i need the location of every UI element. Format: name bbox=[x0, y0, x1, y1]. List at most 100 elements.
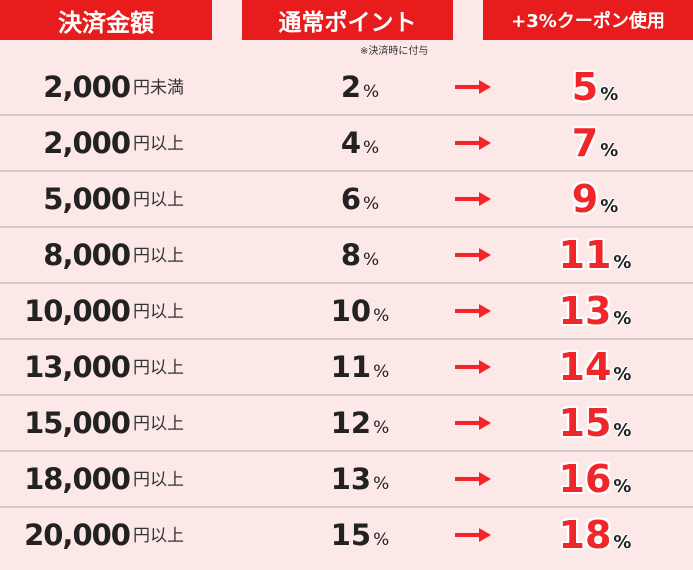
normal-points-cell: 8% bbox=[300, 228, 420, 282]
normal-points-cell: 6% bbox=[300, 172, 420, 226]
amount-cell: 15,000 円以上 bbox=[0, 396, 200, 450]
coupon-points-value: 15 bbox=[558, 401, 612, 445]
normal-points-cell: 12% bbox=[300, 396, 420, 450]
table-row: 18,000 円以上 13% 16% bbox=[0, 452, 693, 508]
coupon-points-cell: 7% bbox=[520, 116, 670, 170]
table-row: 2,000 円未満 2% 5% bbox=[0, 60, 693, 116]
normal-points-cell: 13% bbox=[300, 452, 420, 506]
percent-sign: % bbox=[373, 474, 390, 494]
normal-points-value: 11 bbox=[330, 350, 372, 384]
coupon-points-cell: 13% bbox=[520, 284, 670, 338]
amount-unit: 円未満 bbox=[133, 78, 184, 98]
arrow-right-icon bbox=[455, 136, 491, 150]
amount-unit: 円以上 bbox=[133, 358, 184, 378]
amount-value: 10,000 bbox=[24, 294, 131, 328]
percent-sign: % bbox=[363, 194, 380, 214]
amount-value: 13,000 bbox=[24, 350, 131, 384]
normal-points-value: 12 bbox=[330, 406, 372, 440]
normal-points-cell: 2% bbox=[300, 60, 420, 114]
amount-value: 2,000 bbox=[43, 126, 131, 160]
normal-points-value: 6 bbox=[340, 182, 362, 216]
amount-unit: 円以上 bbox=[133, 134, 184, 154]
points-table: 2,000 円未満 2% 5% 2,000 円以上 4% 7% 5,000 bbox=[0, 60, 693, 562]
table-row: 2,000 円以上 4% 7% bbox=[0, 116, 693, 172]
coupon-points-cell: 9% bbox=[520, 172, 670, 226]
arrow-right-icon bbox=[455, 192, 491, 206]
percent-sign: % bbox=[600, 196, 619, 217]
percent-sign: % bbox=[373, 362, 390, 382]
amount-value: 20,000 bbox=[24, 518, 131, 552]
arrow-right-icon bbox=[455, 416, 491, 430]
coupon-points-value: 18 bbox=[558, 513, 612, 557]
amount-cell: 2,000 円未満 bbox=[0, 60, 200, 114]
table-row: 10,000 円以上 10% 13% bbox=[0, 284, 693, 340]
table-row: 13,000 円以上 11% 14% bbox=[0, 340, 693, 396]
table-row: 20,000 円以上 15% 18% bbox=[0, 508, 693, 562]
header-amount: 決済金額 bbox=[0, 0, 212, 40]
normal-points-cell: 10% bbox=[300, 284, 420, 338]
amount-value: 18,000 bbox=[24, 462, 131, 496]
amount-value: 15,000 bbox=[24, 406, 131, 440]
coupon-points-value: 9 bbox=[571, 177, 599, 221]
amount-value: 8,000 bbox=[43, 238, 131, 272]
amount-unit: 円以上 bbox=[133, 526, 184, 546]
normal-points-cell: 11% bbox=[300, 340, 420, 394]
normal-points-cell: 4% bbox=[300, 116, 420, 170]
amount-unit: 円以上 bbox=[133, 190, 184, 210]
coupon-points-value: 14 bbox=[558, 345, 612, 389]
normal-points-value: 15 bbox=[330, 518, 372, 552]
note: ※決済時に付与 bbox=[360, 46, 429, 57]
amount-value: 5,000 bbox=[43, 182, 131, 216]
arrow-right-icon bbox=[455, 248, 491, 262]
coupon-points-value: 13 bbox=[558, 289, 612, 333]
coupon-points-value: 11 bbox=[558, 233, 612, 277]
header-normal-points: 通常ポイント bbox=[242, 0, 453, 40]
arrow-right-icon bbox=[455, 80, 491, 94]
percent-sign: % bbox=[613, 476, 632, 497]
amount-cell: 18,000 円以上 bbox=[0, 452, 200, 506]
coupon-points-cell: 18% bbox=[520, 508, 670, 562]
coupon-points-cell: 15% bbox=[520, 396, 670, 450]
amount-cell: 13,000 円以上 bbox=[0, 340, 200, 394]
arrow-right-icon bbox=[455, 304, 491, 318]
coupon-points-value: 5 bbox=[571, 65, 599, 109]
normal-points-value: 13 bbox=[330, 462, 372, 496]
percent-sign: % bbox=[613, 308, 632, 329]
amount-unit: 円以上 bbox=[133, 246, 184, 266]
table-row: 5,000 円以上 6% 9% bbox=[0, 172, 693, 228]
percent-sign: % bbox=[613, 532, 632, 553]
arrow-right-icon bbox=[455, 360, 491, 374]
normal-points-value: 4 bbox=[340, 126, 362, 160]
table-row: 8,000 円以上 8% 11% bbox=[0, 228, 693, 284]
amount-cell: 8,000 円以上 bbox=[0, 228, 200, 282]
amount-cell: 10,000 円以上 bbox=[0, 284, 200, 338]
arrow-right-icon bbox=[455, 472, 491, 486]
percent-sign: % bbox=[613, 364, 632, 385]
coupon-points-cell: 11% bbox=[520, 228, 670, 282]
coupon-points-cell: 5% bbox=[520, 60, 670, 114]
coupon-points-cell: 16% bbox=[520, 452, 670, 506]
percent-sign: % bbox=[363, 138, 380, 158]
amount-unit: 円以上 bbox=[133, 414, 184, 434]
percent-sign: % bbox=[600, 84, 619, 105]
percent-sign: % bbox=[363, 250, 380, 270]
normal-points-value: 2 bbox=[340, 70, 362, 104]
table-row: 15,000 円以上 12% 15% bbox=[0, 396, 693, 452]
percent-sign: % bbox=[613, 252, 632, 273]
coupon-points-cell: 14% bbox=[520, 340, 670, 394]
arrow-right-icon bbox=[455, 528, 491, 542]
normal-points-cell: 15% bbox=[300, 508, 420, 562]
normal-points-value: 8 bbox=[340, 238, 362, 272]
normal-points-value: 10 bbox=[330, 294, 372, 328]
amount-cell: 2,000 円以上 bbox=[0, 116, 200, 170]
amount-unit: 円以上 bbox=[133, 302, 184, 322]
amount-unit: 円以上 bbox=[133, 470, 184, 490]
percent-sign: % bbox=[613, 420, 632, 441]
percent-sign: % bbox=[373, 306, 390, 326]
percent-sign: % bbox=[600, 140, 619, 161]
amount-cell: 5,000 円以上 bbox=[0, 172, 200, 226]
coupon-points-value: 16 bbox=[558, 457, 612, 501]
amount-value: 2,000 bbox=[43, 70, 131, 104]
percent-sign: % bbox=[373, 530, 390, 550]
percent-sign: % bbox=[363, 82, 380, 102]
